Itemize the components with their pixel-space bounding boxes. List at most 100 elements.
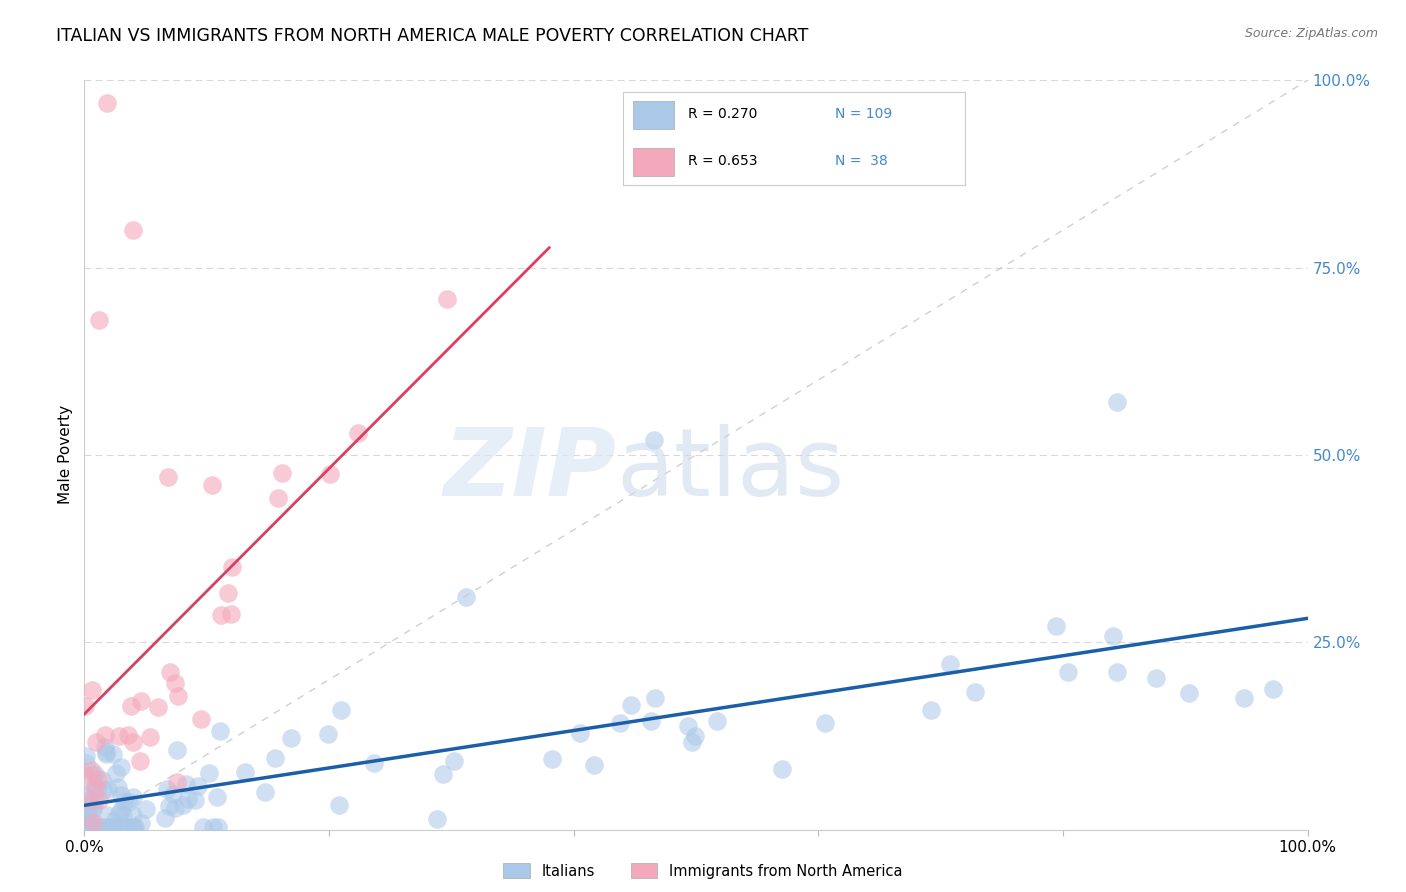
Point [89,793,111,807]
Text: atlas: atlas [616,424,845,516]
Point [107,780,129,794]
Point [91,782,114,797]
Point [685,730,707,744]
Point [920,703,942,717]
Point [120,699,142,714]
Point [939,657,962,671]
Point [676,718,699,732]
Point [97,782,120,797]
Point [177,792,200,806]
Point [706,714,728,728]
Point [101,820,124,834]
Point [1178,685,1201,699]
Point [112,796,135,810]
Point [1233,690,1256,705]
Point [75,820,97,834]
Point [217,586,239,600]
Point [221,560,243,574]
Point [89,820,111,834]
Point [94,820,117,834]
Point [183,792,205,806]
Point [583,757,606,772]
Point [254,785,277,799]
Point [207,820,229,834]
Point [122,735,145,749]
Point [79,815,101,830]
Point [82,802,104,816]
Point [316,727,339,741]
Point [157,470,180,484]
Point [162,787,184,801]
Point [107,729,129,743]
Point [219,607,242,621]
Point [75,788,97,802]
Point [103,820,125,834]
Point [569,726,592,740]
Point [963,684,986,698]
Point [89,313,111,327]
Point [83,780,105,795]
Point [117,728,139,742]
Point [94,728,117,742]
Point [814,716,837,731]
Point [77,811,100,825]
Point [191,820,214,834]
Point [82,682,104,697]
Point [187,779,209,793]
Point [330,703,353,717]
Point [157,799,180,814]
Point [1057,665,1080,680]
Point [436,293,458,307]
Point [75,749,97,764]
Point [82,815,104,830]
Point [328,798,350,813]
Point [122,223,145,237]
Point [205,789,228,804]
Point [198,766,221,780]
Point [208,723,231,738]
Point [271,466,294,480]
Point [93,740,115,755]
Point [75,698,97,713]
Point [347,426,370,441]
Point [1144,671,1167,685]
Point [76,801,98,815]
Point [83,797,105,812]
Text: Source: ZipAtlas.com: Source: ZipAtlas.com [1244,27,1378,40]
Point [100,820,122,834]
Point [96,95,118,110]
Point [108,805,131,820]
Point [166,743,188,757]
Point [77,796,100,810]
Point [280,731,302,745]
Point [363,756,385,771]
Point [131,816,153,830]
Point [166,774,188,789]
Point [1045,619,1067,633]
Point [159,665,181,679]
Point [135,802,157,816]
Point [107,820,129,834]
Point [79,793,101,807]
Point [643,433,665,447]
Point [104,765,127,780]
Point [426,813,449,827]
Text: ZIP: ZIP [443,424,616,516]
Point [80,764,103,778]
Point [73,812,96,826]
Point [264,751,287,765]
Point [172,797,194,812]
Point [83,766,105,780]
Point [91,772,114,787]
Point [76,769,98,783]
Point [165,676,187,690]
Point [156,782,179,797]
Point [609,715,631,730]
Point [644,690,666,705]
Text: ITALIAN VS IMMIGRANTS FROM NORTH AMERICA MALE POVERTY CORRELATION CHART: ITALIAN VS IMMIGRANTS FROM NORTH AMERICA… [56,27,808,45]
Point [83,791,105,805]
Point [114,820,136,834]
Point [770,762,793,776]
Point [131,694,153,708]
Point [94,745,117,759]
